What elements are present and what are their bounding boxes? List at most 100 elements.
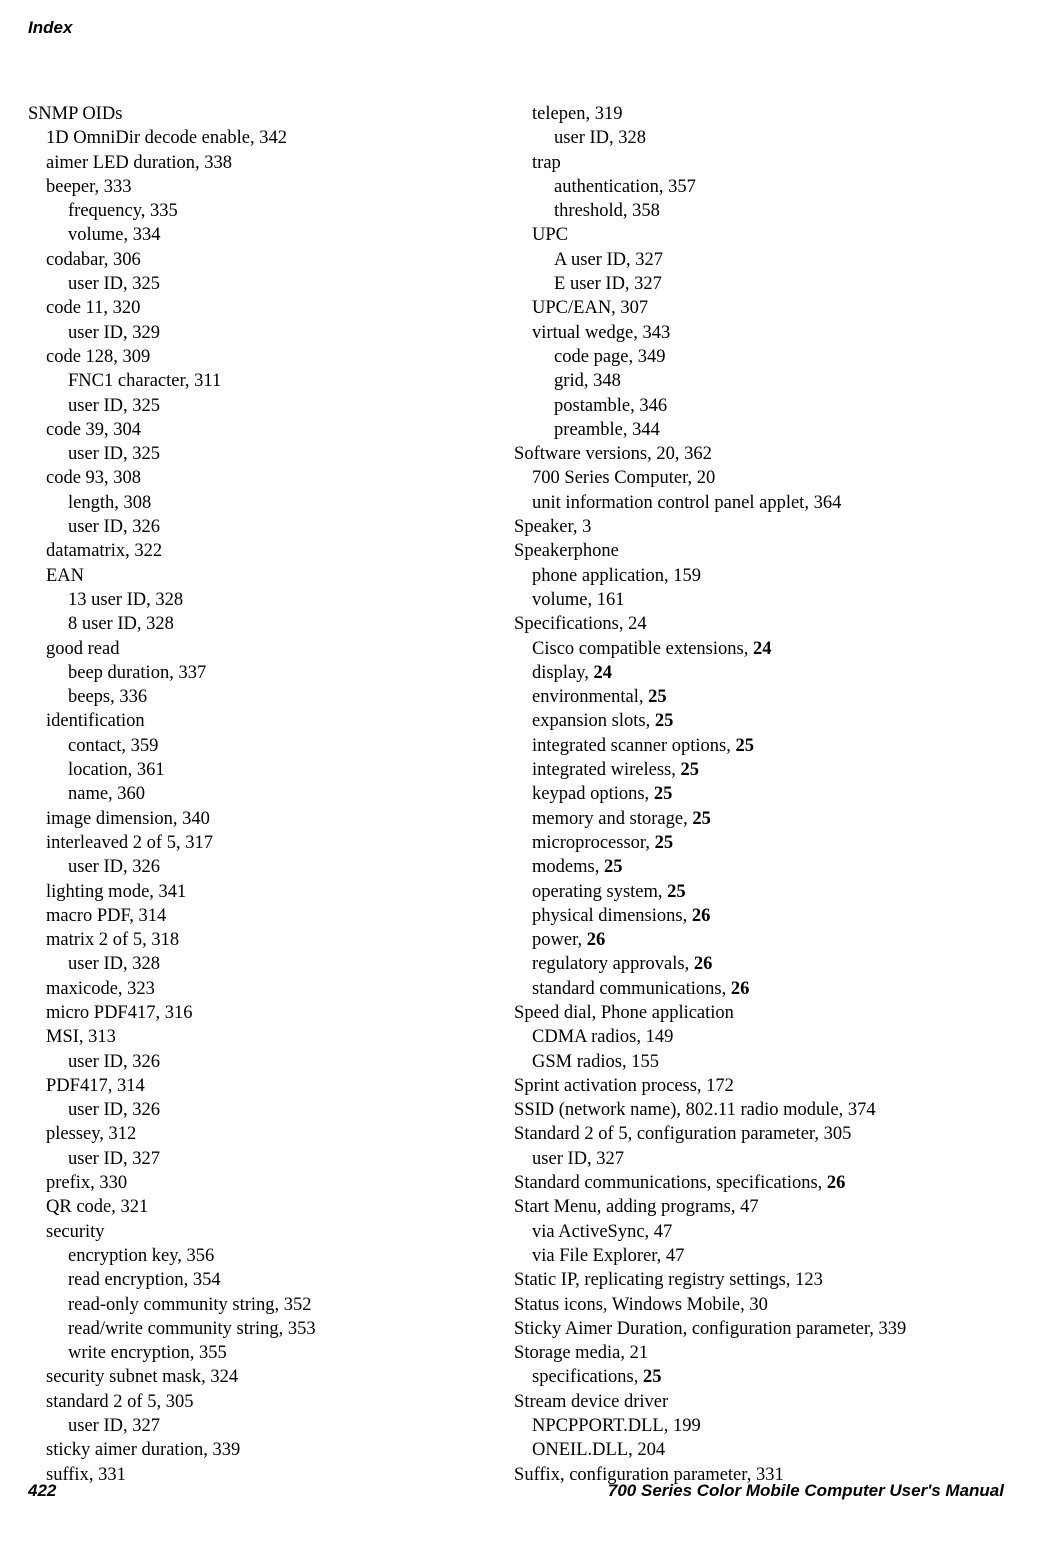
index-entry: interleaved 2 of 5, 317 (46, 831, 514, 855)
index-entry: preamble, 344 (554, 418, 1004, 442)
index-entry: plessey, 312 (46, 1122, 514, 1146)
index-entry: aimer LED duration, 338 (46, 151, 514, 175)
index-entry: contact, 359 (68, 734, 514, 758)
index-entry: write encryption, 355 (68, 1341, 514, 1365)
bold-page-number: 26 (731, 979, 750, 999)
index-entry: sticky aimer duration, 339 (46, 1438, 514, 1462)
index-entry: power, 26 (532, 928, 1004, 952)
index-entry: beeps, 336 (68, 685, 514, 709)
index-entry: user ID, 326 (68, 1098, 514, 1122)
bold-page-number: 25 (648, 687, 667, 707)
index-entry: trap (532, 151, 1004, 175)
bold-page-number: 25 (604, 857, 623, 877)
index-entry: standard 2 of 5, 305 (46, 1390, 514, 1414)
index-entry: matrix 2 of 5, 318 (46, 928, 514, 952)
index-entry: Standard communications, specifications,… (514, 1171, 1004, 1195)
index-entry: security subnet mask, 324 (46, 1365, 514, 1389)
index-entry: virtual wedge, 343 (532, 321, 1004, 345)
index-entry: specifications, 25 (532, 1365, 1004, 1389)
index-entry: Speaker, 3 (514, 515, 1004, 539)
bold-page-number: 26 (827, 1173, 846, 1193)
index-entry: user ID, 326 (68, 1050, 514, 1074)
index-entry: FNC1 character, 311 (68, 369, 514, 393)
index-entry: ONEIL.DLL, 204 (532, 1438, 1004, 1462)
index-entry: physical dimensions, 26 (532, 904, 1004, 928)
index-entry: beep duration, 337 (68, 661, 514, 685)
index-entry: code 93, 308 (46, 466, 514, 490)
index-entry: display, 24 (532, 661, 1004, 685)
index-entry: SSID (network name), 802.11 radio module… (514, 1098, 1004, 1122)
index-entry: length, 308 (68, 491, 514, 515)
index-entry: 700 Series Computer, 20 (532, 466, 1004, 490)
index-entry: micro PDF417, 316 (46, 1001, 514, 1025)
manual-title: 700 Series Color Mobile Computer User's … (608, 1481, 1004, 1501)
index-entry: frequency, 335 (68, 199, 514, 223)
bold-page-number: 25 (643, 1367, 662, 1387)
index-entry: user ID, 327 (68, 1414, 514, 1438)
index-entry: beeper, 333 (46, 175, 514, 199)
index-entry: integrated wireless, 25 (532, 758, 1004, 782)
index-entry: Sticky Aimer Duration, configuration par… (514, 1317, 1004, 1341)
index-entry: Static IP, replicating registry settings… (514, 1268, 1004, 1292)
index-entry: operating system, 25 (532, 880, 1004, 904)
index-entry: image dimension, 340 (46, 807, 514, 831)
index-entry: GSM radios, 155 (532, 1050, 1004, 1074)
index-entry: unit information control panel applet, 3… (532, 491, 1004, 515)
index-entry: code page, 349 (554, 345, 1004, 369)
index-entry: maxicode, 323 (46, 977, 514, 1001)
index-column-right: telepen, 319user ID, 328trapauthenticati… (514, 102, 1004, 1487)
index-entry: Stream device driver (514, 1390, 1004, 1414)
index-entry: read/write community string, 353 (68, 1317, 514, 1341)
index-entry: environmental, 25 (532, 685, 1004, 709)
index-entry: NPCPPORT.DLL, 199 (532, 1414, 1004, 1438)
index-entry: code 128, 309 (46, 345, 514, 369)
index-entry: user ID, 326 (68, 855, 514, 879)
index-entry: name, 360 (68, 782, 514, 806)
index-entry: keypad options, 25 (532, 782, 1004, 806)
index-entry: read encryption, 354 (68, 1268, 514, 1292)
index-entry: SNMP OIDs (28, 102, 514, 126)
index-entry: Start Menu, adding programs, 47 (514, 1195, 1004, 1219)
index-entry: standard communications, 26 (532, 977, 1004, 1001)
page-number: 422 (28, 1481, 56, 1501)
index-entry: microprocessor, 25 (532, 831, 1004, 855)
index-entry: user ID, 325 (68, 394, 514, 418)
index-entry: codabar, 306 (46, 248, 514, 272)
index-entry: volume, 161 (532, 588, 1004, 612)
bold-page-number: 26 (692, 906, 711, 926)
index-entry: encryption key, 356 (68, 1244, 514, 1268)
page-header: Index (28, 18, 1004, 38)
index-entry: PDF417, 314 (46, 1074, 514, 1098)
index-entry: user ID, 329 (68, 321, 514, 345)
index-entry: telepen, 319 (532, 102, 1004, 126)
bold-page-number: 25 (655, 711, 674, 731)
bold-page-number: 25 (654, 784, 673, 804)
bold-page-number: 24 (753, 639, 772, 659)
bold-page-number: 26 (587, 930, 606, 950)
index-entry: Specifications, 24 (514, 612, 1004, 636)
index-entry: regulatory approvals, 26 (532, 952, 1004, 976)
index-entry: CDMA radios, 149 (532, 1025, 1004, 1049)
index-entry: volume, 334 (68, 223, 514, 247)
index-entry: EAN (46, 564, 514, 588)
page-footer: 422 700 Series Color Mobile Computer Use… (28, 1481, 1004, 1501)
index-entry: Standard 2 of 5, configuration parameter… (514, 1122, 1004, 1146)
index-entry: datamatrix, 322 (46, 539, 514, 563)
index-entry: grid, 348 (554, 369, 1004, 393)
index-entry: authentication, 357 (554, 175, 1004, 199)
index-entry: user ID, 327 (68, 1147, 514, 1171)
index-entry: integrated scanner options, 25 (532, 734, 1004, 758)
index-entry: user ID, 325 (68, 442, 514, 466)
index-entry: identification (46, 709, 514, 733)
index-entry: good read (46, 637, 514, 661)
index-entry: user ID, 326 (68, 515, 514, 539)
index-entry: Cisco compatible extensions, 24 (532, 637, 1004, 661)
index-entry: via ActiveSync, 47 (532, 1220, 1004, 1244)
index-entry: code 39, 304 (46, 418, 514, 442)
index-columns: SNMP OIDs1D OmniDir decode enable, 342ai… (28, 102, 1004, 1487)
index-entry: expansion slots, 25 (532, 709, 1004, 733)
index-column-left: SNMP OIDs1D OmniDir decode enable, 342ai… (28, 102, 514, 1487)
index-entry: phone application, 159 (532, 564, 1004, 588)
index-entry: Storage media, 21 (514, 1341, 1004, 1365)
bold-page-number: 25 (655, 833, 674, 853)
